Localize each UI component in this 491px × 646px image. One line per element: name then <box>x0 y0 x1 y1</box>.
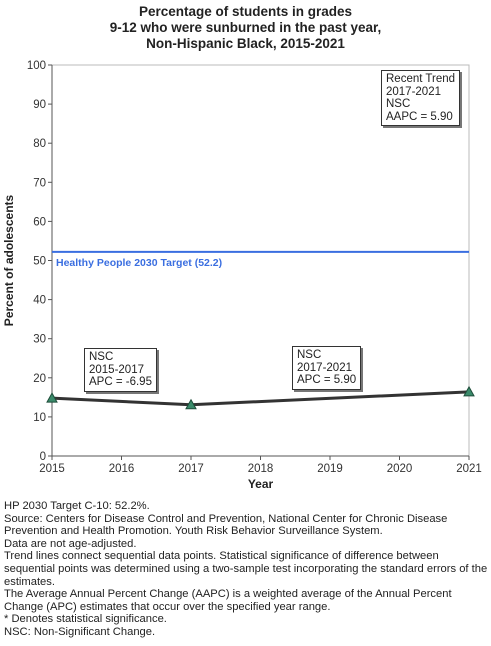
x-tick-label: 2015 <box>39 463 65 475</box>
x-tick-label: 2019 <box>317 463 343 475</box>
y-tick-label: 80 <box>33 138 46 150</box>
annotation-line: APC = -6.95 <box>89 376 152 388</box>
data-point-marker <box>185 398 197 410</box>
footnote-age-adjusted: Data are not age-adjusted. <box>4 537 137 550</box>
x-tick-label: 2021 <box>456 463 482 475</box>
annotation-recent-trend: Recent Trend 2017-2021 NSC AAPC = 5.90 <box>381 70 461 126</box>
annotation-line: APC = 5.90 <box>297 374 357 386</box>
annotation-line: 2017-2021 <box>386 85 441 98</box>
footnote-source: Source: Centers for Disease Control and … <box>4 512 448 538</box>
footnote-aapc: The Average Annual Percent Change (AAPC)… <box>4 588 452 613</box>
footnote-trend-lines: Trend lines connect sequential data poin… <box>4 550 488 588</box>
footnote-nsc: NSC: Non-Significant Change. <box>4 625 156 638</box>
target-label: Healthy People 2030 Target (52.2) <box>56 257 222 269</box>
y-tick-label: 10 <box>33 412 46 424</box>
y-tick-label: 90 <box>33 99 46 111</box>
data-point-marker <box>46 392 58 403</box>
annotation-line: 2017-2021 <box>297 361 352 374</box>
y-tick-label: 100 <box>27 60 46 72</box>
chart-title-line-2: 9-12 who were sunburned in the past year… <box>109 20 382 35</box>
annotation-line: AAPC = 5.90 <box>386 110 453 123</box>
annotation-line: Recent Trend <box>386 73 456 85</box>
x-tick-label: 2017 <box>178 463 204 475</box>
y-tick-label: 60 <box>33 216 46 228</box>
annotation-line: NSC <box>297 349 322 361</box>
footnote-target: HP 2030 Target C-10: 52.2%. <box>4 500 150 512</box>
trend-line <box>51 390 470 407</box>
annotation-segment-2017-2021: NSC 2017-2021 APC = 5.90 <box>292 346 362 390</box>
annotation-line: 2015-2017 <box>89 363 144 376</box>
footnotes: HP 2030 Target C-10: 52.2%. Source: Cent… <box>4 500 490 639</box>
x-tick-label: 2016 <box>109 463 135 475</box>
y-tick-label: 40 <box>33 295 46 307</box>
x-tick-label: 2018 <box>248 463 274 475</box>
y-tick-label: 50 <box>33 256 46 268</box>
y-tick-label: 20 <box>33 373 46 385</box>
annotation-segment-2015-2017: NSC 2015-2017 APC = -6.95 <box>84 348 157 392</box>
x-tick-label: 2020 <box>387 463 413 475</box>
footnote-significance: * Denotes statistical significance. <box>4 613 167 626</box>
data-point-marker <box>463 385 475 397</box>
y-tick-label: 70 <box>33 177 46 189</box>
annotation-line: NSC <box>386 98 411 110</box>
x-axis-label: Year <box>248 477 274 491</box>
y-axis-label: Percent of adolescents <box>2 194 16 326</box>
annotation-line: NSC <box>89 351 114 363</box>
y-tick-label: 30 <box>33 334 46 346</box>
chart-title-line-3: Non-Hispanic Black, 2015-2021 <box>146 36 345 51</box>
y-tick-label: 0 <box>40 451 46 463</box>
line-chart: 0 10 20 30 40 50 60 70 80 90 100 2015 2016 2017 2018 20… <box>2 60 482 491</box>
chart-title-line-1: Percentage of students in grades <box>138 4 353 19</box>
